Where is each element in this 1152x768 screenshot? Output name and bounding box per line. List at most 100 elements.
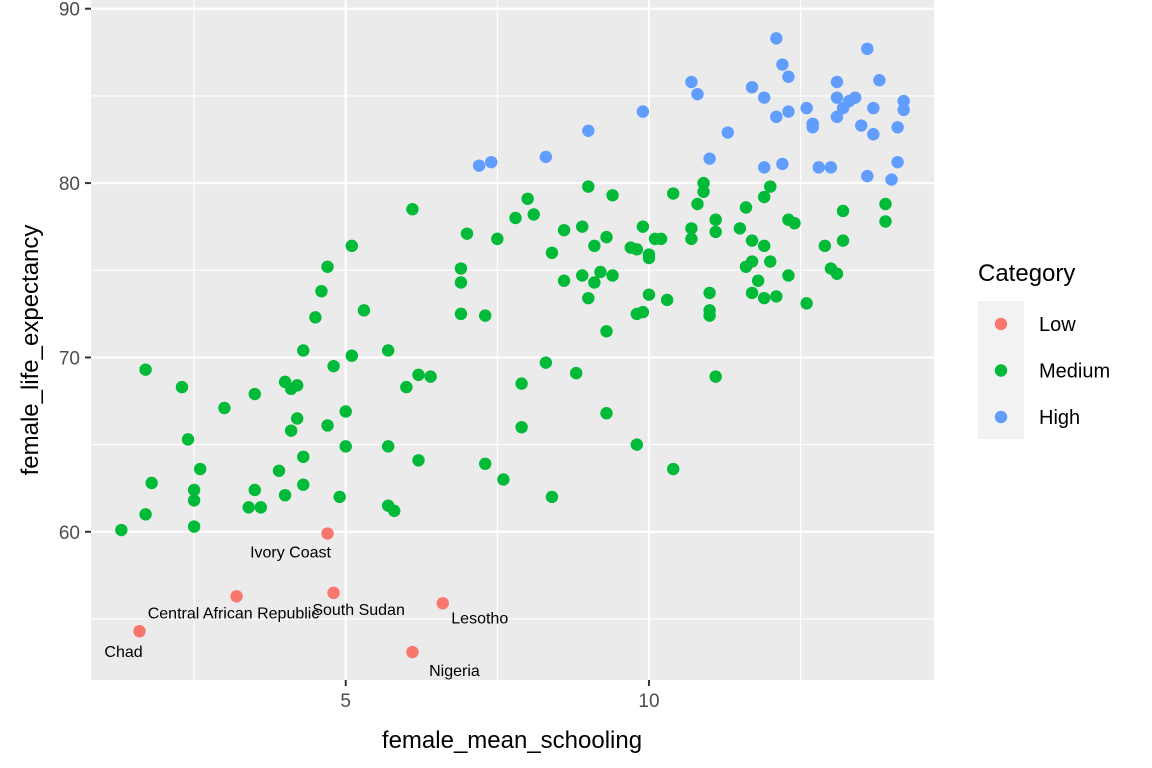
point-medium xyxy=(491,232,504,246)
point-medium xyxy=(642,288,656,301)
point-high xyxy=(873,74,886,87)
point-high xyxy=(539,150,553,164)
x-tick-label: 10 xyxy=(638,691,659,712)
point-high xyxy=(757,161,771,174)
point-medium xyxy=(636,305,650,319)
point-high xyxy=(861,42,874,56)
point-medium xyxy=(424,370,437,383)
point-medium xyxy=(278,488,292,502)
data-points xyxy=(115,32,910,659)
point-medium xyxy=(345,349,358,362)
point-medium xyxy=(697,176,710,190)
point-medium xyxy=(381,344,395,357)
point-medium xyxy=(582,180,595,193)
point-medium xyxy=(606,269,619,282)
point-medium xyxy=(218,401,231,415)
point-medium xyxy=(703,309,716,322)
point-label: Lesotho xyxy=(451,610,508,627)
point-medium xyxy=(757,291,771,305)
point-medium xyxy=(406,203,419,216)
point-high xyxy=(824,161,838,174)
point-high xyxy=(867,101,880,115)
legend-key-medium xyxy=(994,364,1008,377)
point-medium xyxy=(400,380,413,394)
point-medium xyxy=(594,265,607,279)
point-high xyxy=(891,155,904,169)
grid-major xyxy=(91,0,934,680)
point-medium xyxy=(636,220,650,233)
point-high xyxy=(812,161,825,174)
point-label: Chad xyxy=(104,644,142,661)
x-tick-label: 5 xyxy=(340,691,351,712)
point-medium xyxy=(582,291,595,305)
point-medium xyxy=(527,208,540,221)
point-high xyxy=(691,87,704,101)
point-medium xyxy=(339,405,352,418)
x-axis: 5 10 xyxy=(340,680,660,712)
point-high xyxy=(830,91,844,104)
point-high xyxy=(855,119,868,132)
point-medium xyxy=(691,197,704,211)
point-medium xyxy=(193,462,207,476)
point-high xyxy=(776,58,789,71)
point-medium xyxy=(667,187,680,200)
point-medium xyxy=(782,269,795,282)
point-high xyxy=(757,91,771,104)
point-medium xyxy=(788,216,801,230)
point-medium xyxy=(557,274,571,287)
point-medium xyxy=(339,440,352,453)
point-medium xyxy=(745,255,759,268)
point-medium xyxy=(576,269,589,282)
point-medium xyxy=(545,490,559,504)
point-medium xyxy=(606,189,619,202)
point-medium xyxy=(187,494,201,507)
point-high xyxy=(806,121,819,134)
point-medium xyxy=(685,222,698,235)
point-medium xyxy=(272,464,286,477)
point-high xyxy=(897,103,910,117)
legend-label-medium: Medium xyxy=(1039,361,1110,383)
y-tick-label: 60 xyxy=(59,523,80,544)
point-medium xyxy=(569,366,583,380)
point-medium xyxy=(709,213,722,226)
point-medium xyxy=(770,290,783,303)
point-medium xyxy=(175,380,189,394)
point-high xyxy=(721,126,734,139)
point-high xyxy=(782,70,795,83)
point-medium xyxy=(630,438,644,451)
point-medium xyxy=(697,185,710,198)
point-medium xyxy=(315,284,328,298)
point-medium xyxy=(291,379,304,392)
legend: Category Low Medium High xyxy=(978,260,1110,439)
point-high xyxy=(770,110,783,124)
point-low xyxy=(327,586,340,600)
point-medium xyxy=(309,311,322,324)
point-label: South Sudan xyxy=(312,602,405,619)
point-medium xyxy=(412,454,425,467)
point-high xyxy=(861,169,874,183)
point-medium xyxy=(830,267,844,280)
point-medium xyxy=(412,368,425,382)
point-medium xyxy=(588,276,601,289)
point-high xyxy=(867,128,880,141)
point-medium xyxy=(836,234,850,247)
point-medium xyxy=(454,262,468,275)
y-tick-label: 70 xyxy=(59,348,80,369)
point-medium xyxy=(745,234,759,247)
point-high xyxy=(897,94,910,108)
point-medium xyxy=(600,407,613,420)
point-medium xyxy=(454,307,468,321)
point-medium xyxy=(381,440,395,453)
point-medium xyxy=(297,344,310,357)
point-label: Central African Republic xyxy=(148,605,320,622)
point-medium xyxy=(818,239,832,253)
point-medium xyxy=(709,225,722,239)
point-medium xyxy=(545,246,559,260)
legend-key-high xyxy=(994,410,1008,424)
point-medium xyxy=(284,424,298,437)
legend-label-low: Low xyxy=(1039,314,1076,336)
point-medium xyxy=(685,232,698,246)
point-medium xyxy=(291,412,304,425)
point-labels: Chad Central African Republic Ivory Coast S… xyxy=(104,545,508,681)
y-axis-title: female_life_expectancy xyxy=(17,225,44,476)
